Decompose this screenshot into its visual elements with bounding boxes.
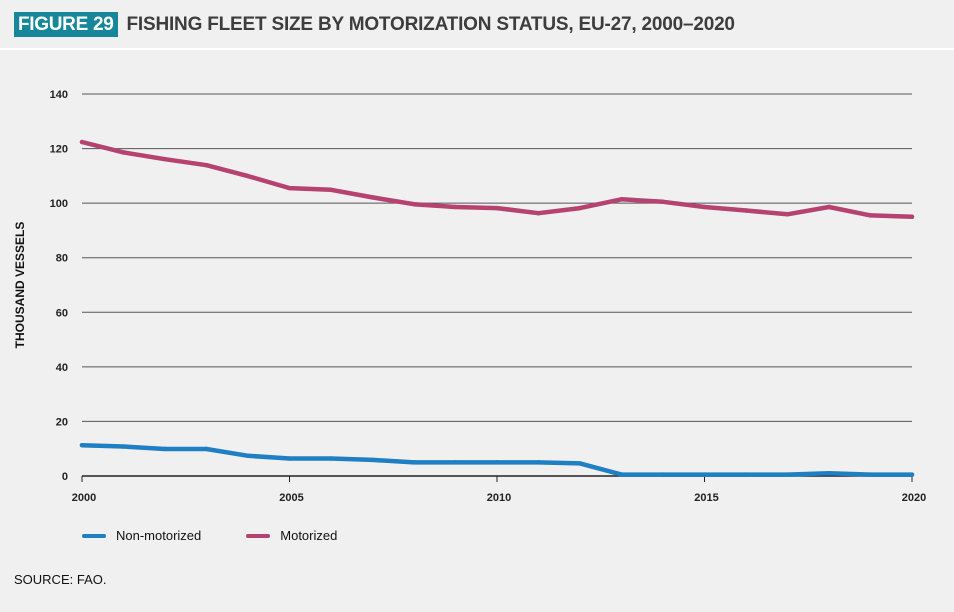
data-point	[204, 446, 209, 452]
data-point	[162, 446, 168, 452]
data-point	[453, 204, 458, 210]
y-tick-label: 40	[56, 362, 68, 374]
data-point	[494, 460, 500, 465]
y-tick-label: 140	[50, 89, 68, 101]
legend-label-motorized: Motorized	[280, 528, 338, 543]
data-point	[245, 173, 251, 179]
x-tick-label: 2020	[902, 492, 926, 504]
y-tick-label: 0	[62, 471, 68, 483]
data-point	[370, 457, 375, 463]
data-point	[328, 187, 334, 192]
legend-swatch-non-motorized	[82, 533, 106, 538]
data-point	[328, 456, 334, 461]
data-point	[660, 472, 666, 477]
y-tick-label: 20	[56, 416, 68, 428]
data-point	[121, 150, 126, 155]
data-point	[868, 472, 873, 477]
series-lines	[79, 139, 915, 477]
y-tick-labels: 0 20 40 60 80 100 120 140	[50, 89, 68, 483]
y-tick-label: 120	[50, 144, 68, 156]
data-point	[702, 472, 707, 477]
data-point	[785, 472, 790, 477]
data-point	[826, 471, 832, 476]
data-point	[868, 213, 873, 218]
data-point	[411, 202, 417, 207]
y-tick-label: 100	[50, 198, 68, 210]
data-point	[619, 197, 624, 202]
figure-badge: FIGURE 29	[14, 12, 118, 37]
data-point	[660, 199, 666, 204]
y-tick-label: 60	[56, 307, 68, 319]
data-point	[619, 472, 624, 477]
data-point	[536, 460, 541, 465]
data-point	[577, 205, 583, 211]
x-tick-label: 2010	[487, 492, 511, 504]
series-line-motorized	[79, 139, 915, 220]
data-point	[287, 185, 292, 191]
data-point	[287, 456, 292, 461]
data-point	[79, 442, 85, 448]
data-point	[909, 472, 915, 477]
chart-legend: Non-motorized Motorized	[82, 528, 382, 543]
data-point	[121, 444, 126, 449]
header-divider	[0, 48, 954, 50]
data-point	[536, 211, 541, 216]
data-point	[494, 205, 500, 211]
data-point	[743, 208, 749, 213]
data-point	[577, 461, 583, 466]
legend-item-non-motorized: Non-motorized	[82, 528, 201, 543]
data-point	[411, 460, 417, 465]
data-point	[162, 157, 168, 162]
data-point	[826, 204, 832, 210]
data-point	[702, 204, 707, 210]
x-tick-label: 2015	[694, 492, 718, 504]
data-point	[245, 453, 251, 459]
figure-header: FIGURE 29 FISHING FLEET SIZE BY MOTORIZA…	[14, 12, 735, 37]
legend-item-motorized: Motorized	[246, 528, 337, 543]
x-tick-labels: 2000 2005 2010 2015 2020	[72, 492, 926, 504]
x-tick-label: 2000	[72, 492, 96, 504]
data-point	[204, 163, 209, 168]
data-point	[453, 460, 458, 465]
y-axis-label: THOUSAND VESSELS	[13, 222, 27, 349]
figure-title: FISHING FLEET SIZE BY MOTORIZATION STATU…	[126, 13, 736, 35]
gridlines	[81, 93, 913, 482]
data-point	[79, 139, 85, 145]
data-point	[909, 214, 915, 219]
legend-label-non-motorized: Non-motorized	[116, 528, 202, 543]
y-tick-label: 80	[56, 253, 68, 265]
data-point	[370, 195, 375, 200]
data-point	[785, 212, 790, 217]
x-tick-label: 2005	[279, 492, 303, 504]
legend-swatch-motorized	[246, 533, 271, 538]
source-note: SOURCE: FAO.	[14, 572, 107, 587]
data-point	[743, 472, 749, 477]
